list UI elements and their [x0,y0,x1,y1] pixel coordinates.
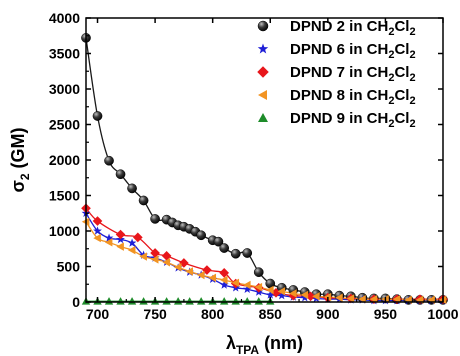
data-point-series-4 [243,280,251,290]
legend-label-series-1: DPND 2 in CH2Cl2 [290,18,416,38]
y-tick-label: 2500 [49,117,80,133]
data-point-series-3 [92,216,103,226]
data-point-series-3 [150,248,160,258]
data-point-series-4 [231,278,240,288]
x-axis-title: λTPA (nm) [226,333,303,356]
legend-marker-series-4 [258,90,267,100]
data-point-series-4 [254,282,263,292]
y-tick-label: 500 [57,259,81,275]
fit-line-series-4 [85,221,444,301]
data-point-series-1 [253,267,264,278]
legend-label-series-5: DPND 9 in CH2Cl2 [290,110,416,130]
data-point-series-1 [150,214,160,224]
data-point-series-5 [196,297,206,305]
data-point-series-4 [277,287,286,296]
data-point-series-2 [242,284,252,293]
data-point-series-5 [231,297,240,305]
data-point-series-4 [150,255,159,264]
data-point-series-2 [93,226,102,235]
legend-marker-series-5 [258,113,268,122]
data-point-series-4 [93,233,101,243]
data-point-series-1 [213,236,224,247]
data-point-series-4 [162,258,170,267]
data-point-series-4 [219,275,228,285]
data-point-series-4 [289,289,297,298]
data-point-series-4 [116,242,124,251]
data-point-series-1 [196,230,207,241]
data-point-series-5 [243,297,252,305]
y-tick-label: 2000 [49,152,80,168]
data-point-series-1 [127,183,137,194]
data-point-series-5 [116,297,125,305]
data-point-series-1 [92,111,103,121]
data-point-series-2 [277,290,287,300]
x-tick-label: 750 [143,306,167,322]
data-point-series-1 [138,195,149,206]
y-tick-label: 3500 [49,46,80,62]
x-tick-label: 700 [86,306,110,322]
x-tick-label: 900 [316,306,340,322]
data-point-series-2 [265,290,275,299]
legend-marker-series-2 [257,43,269,54]
legend: DPND 2 in CH2Cl2 DPND 6 in CH2Cl2 DPND 7 i… [257,18,416,130]
data-point-series-1 [115,169,126,180]
y-tick-label: 0 [72,294,80,310]
data-point-series-5 [139,297,148,305]
legend-label-series-4: DPND 8 in CH2Cl2 [290,87,416,107]
data-point-series-4 [127,245,136,255]
x-tick-label: 850 [259,306,283,322]
y-tick-label: 1000 [49,223,80,239]
legend-marker-series-3 [257,66,269,78]
data-point-series-4 [208,273,217,283]
y-tick-label: 4000 [49,10,80,26]
data-point-series-4 [346,294,355,303]
fit-line-series-2 [85,212,443,302]
data-point-series-5 [254,297,263,305]
x-tick-label: 1000 [427,306,458,322]
x-tick-label: 950 [374,306,398,322]
y-axis-title: σ2 (GM) [8,127,32,192]
data-point-series-4 [300,290,309,300]
data-point-series-2 [219,280,229,289]
data-point-series-3 [161,251,172,261]
data-point-series-4 [104,238,113,247]
legend-label-series-3: DPND 7 in CH2Cl2 [290,64,416,84]
data-point-series-3 [115,229,126,240]
data-point-series-5 [219,297,229,305]
y-tick-label: 1500 [49,188,80,204]
data-point-series-5 [162,297,171,305]
data-point-series-4 [312,292,320,301]
data-point-series-4 [185,267,194,276]
data-point-series-4 [196,270,205,280]
data-point-series-2 [104,233,114,242]
data-point-series-5 [185,297,194,305]
legend-label-series-2: DPND 6 in CH2Cl2 [290,41,416,61]
data-point-series-2 [127,238,137,247]
data-point-series-4 [139,252,147,261]
y-tick-label: 3000 [49,81,80,97]
data-point-series-2 [300,293,310,302]
data-point-series-3 [219,268,230,278]
data-point-series-1 [219,243,230,253]
axes: 700 750 800 850 900 950 1000 0 500 1000 1500 2000 25… [49,10,459,322]
legend-marker-series-1 [257,20,269,32]
data-point-series-4 [335,293,343,302]
data-point-series-5 [104,297,114,305]
data-point-series-3 [132,232,143,243]
data-point-series-1 [242,248,253,258]
data-point-series-1 [230,248,241,259]
data-point-series-5 [127,297,137,305]
data-point-series-1 [104,155,114,166]
data-point-series-5 [173,297,183,305]
x-tick-label: 800 [201,306,225,322]
data-point-series-4 [173,263,182,272]
data-point-series-4 [266,285,274,295]
data-markers [81,33,448,305]
